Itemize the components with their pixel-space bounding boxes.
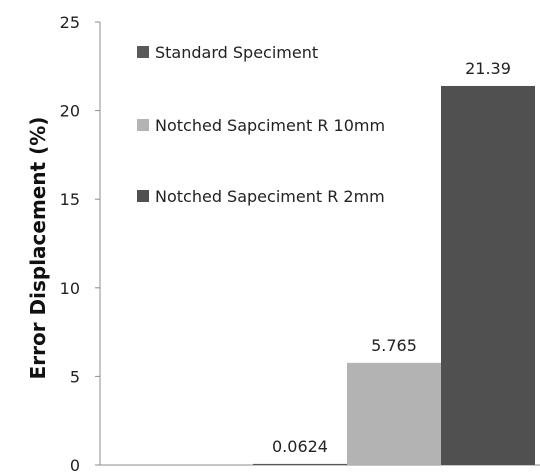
y-tick-label: 10 bbox=[60, 279, 80, 298]
legend-swatch bbox=[137, 46, 149, 58]
data-label: 5.765 bbox=[371, 336, 417, 355]
legend-swatch bbox=[137, 119, 149, 131]
bar bbox=[253, 463, 347, 465]
legend-label: Standard Speciment bbox=[155, 43, 318, 62]
y-tick-label: 20 bbox=[60, 102, 80, 121]
legend-label: Notched Sapeciment R 2mm bbox=[155, 187, 385, 206]
y-tick-label: 15 bbox=[60, 190, 80, 209]
y-tick-label: 5 bbox=[70, 367, 80, 386]
bars bbox=[253, 85, 535, 465]
bar bbox=[347, 362, 441, 465]
legend-label: Notched Sapciment R 10mm bbox=[155, 116, 385, 135]
legend-swatch bbox=[137, 190, 149, 202]
y-tick-label: 25 bbox=[60, 13, 80, 32]
data-label: 21.39 bbox=[465, 59, 511, 78]
y-axis-title: Error Displacement (%) bbox=[26, 117, 50, 380]
y-tick-label: 0 bbox=[70, 456, 80, 474]
data-label: 0.0624 bbox=[272, 437, 328, 456]
data-labels: 0.0624 5.765 21.39 bbox=[272, 59, 511, 456]
bar bbox=[441, 85, 535, 465]
legend: Standard Speciment Notched Sapciment R 10… bbox=[137, 43, 385, 206]
